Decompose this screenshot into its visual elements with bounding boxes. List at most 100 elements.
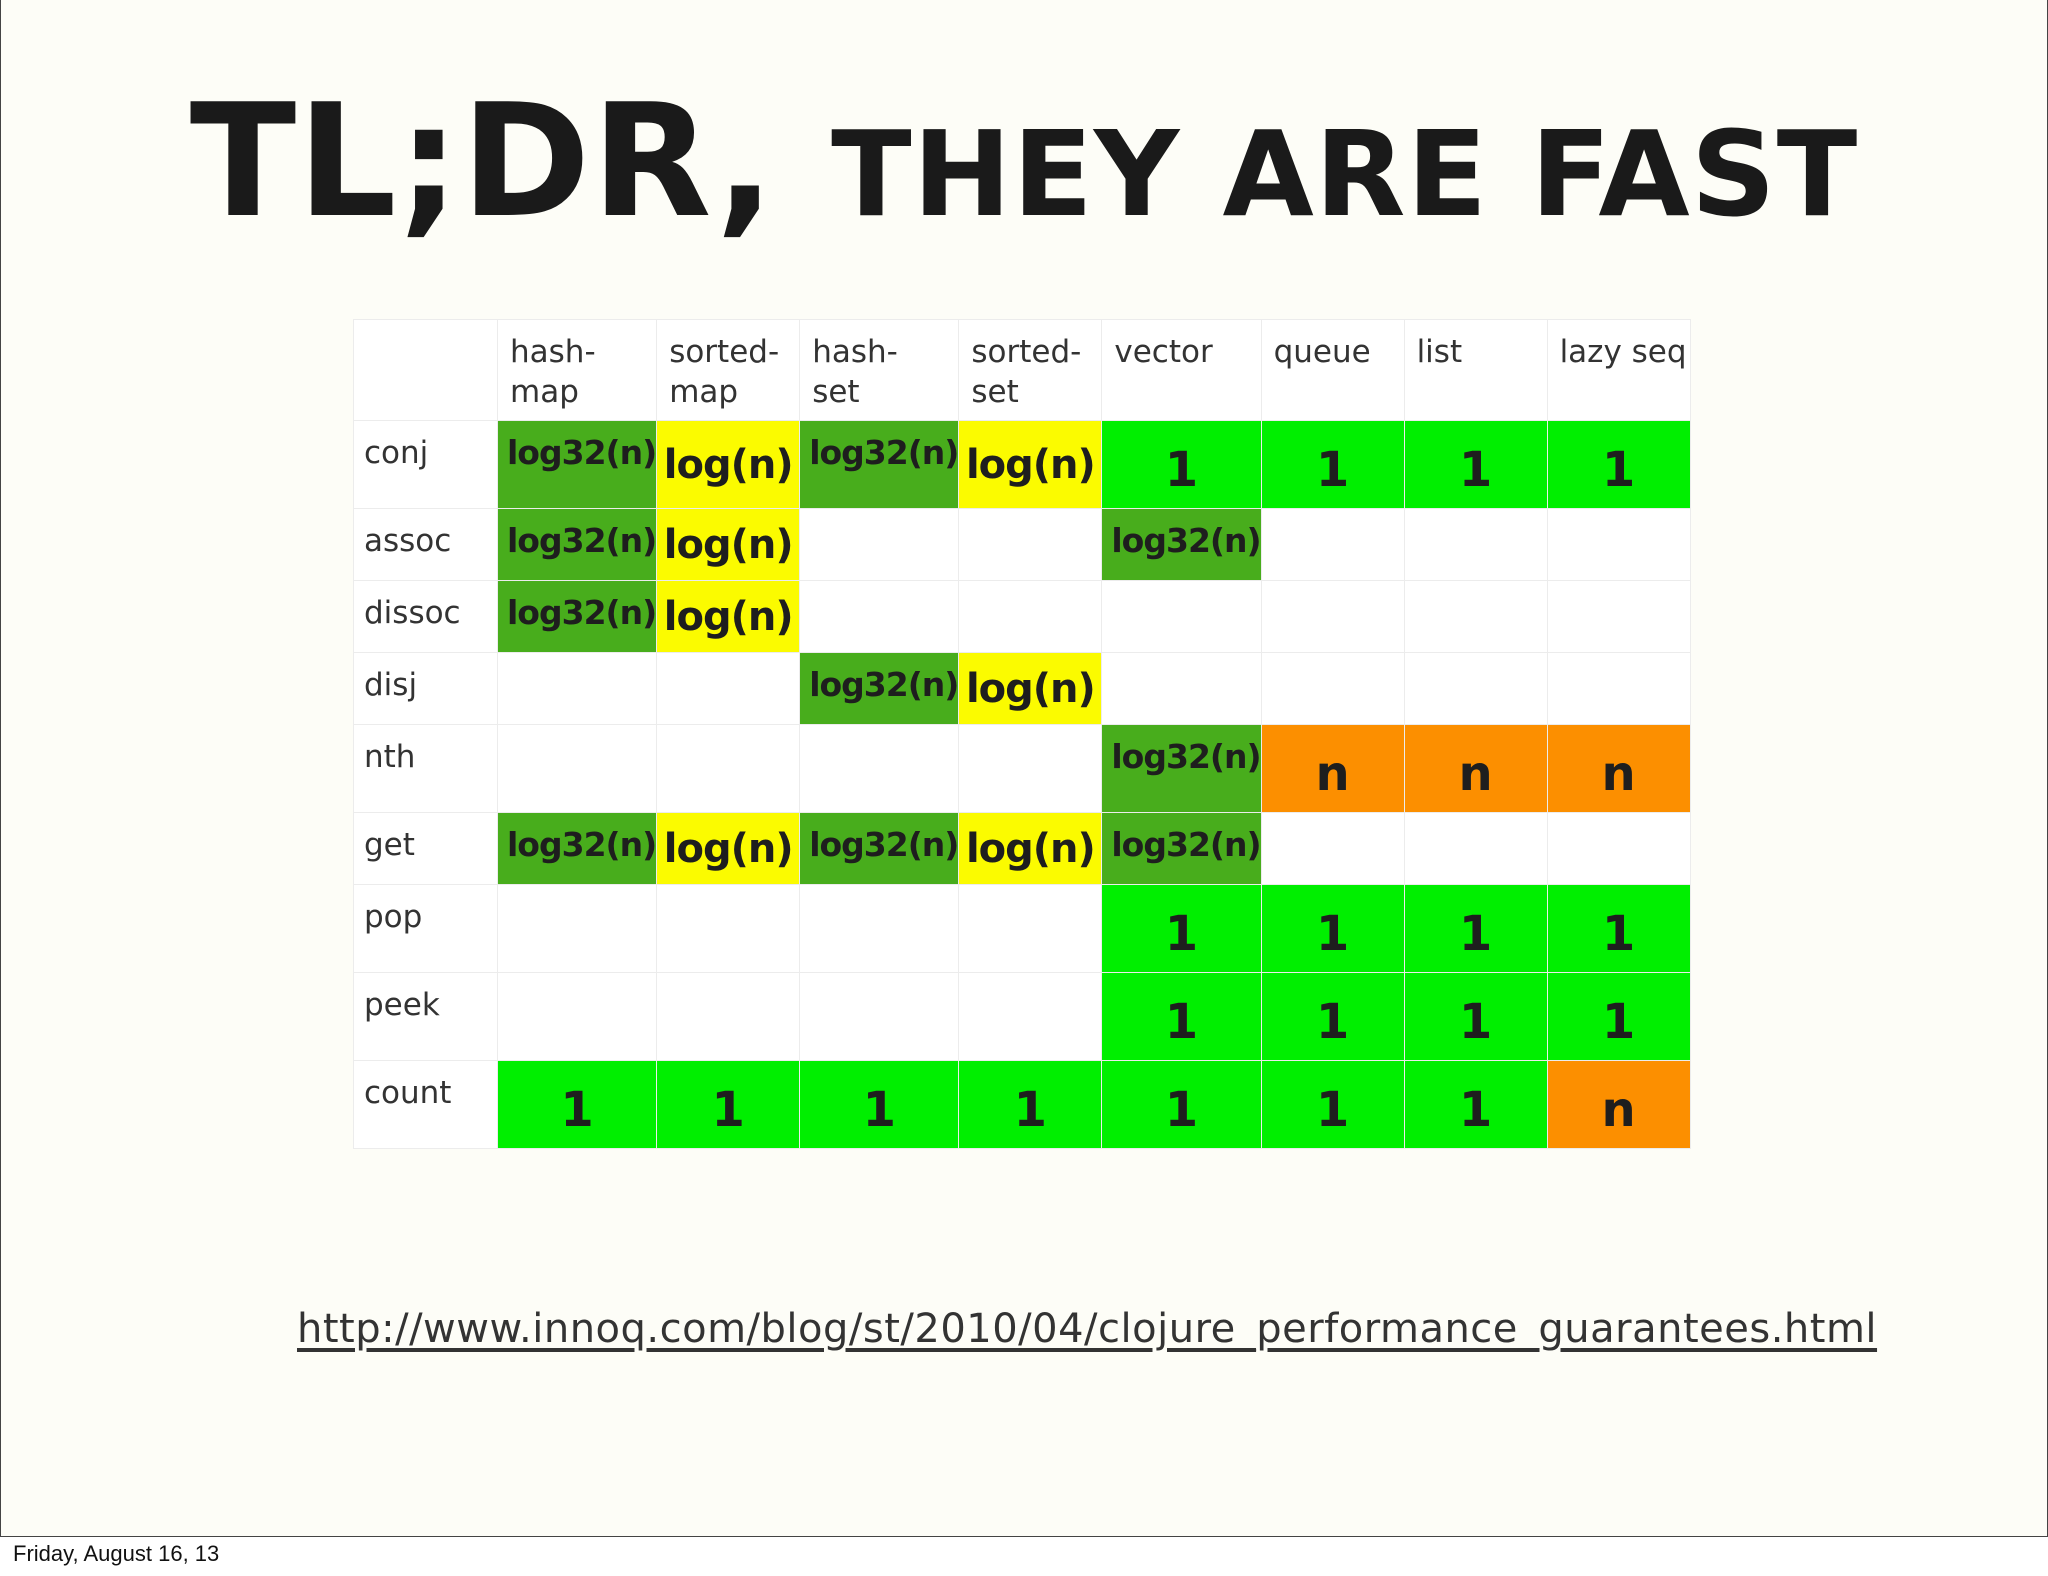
footer-date: Friday, August 16, 13 bbox=[13, 1541, 220, 1566]
complexity-cell: 1 bbox=[1546, 972, 1691, 1061]
complexity-cell bbox=[958, 884, 1103, 973]
complexity-cell: log32(n) bbox=[799, 652, 959, 725]
complexity-cell bbox=[496, 884, 658, 973]
complexity-cell: log32(n) bbox=[496, 580, 657, 653]
column-header-line: set bbox=[971, 374, 1019, 410]
complexity-cell: 1 bbox=[1403, 884, 1548, 973]
complexity-cell bbox=[1260, 580, 1405, 653]
table-row: conj log32(n) log(n) log32(n) log(n) 1 1 1 1 bbox=[353, 420, 1691, 509]
complexity-cell: n bbox=[1403, 724, 1548, 813]
column-header-line: map bbox=[669, 374, 739, 410]
complexity-cell bbox=[1403, 508, 1548, 581]
complexity-cell: log(n) bbox=[958, 812, 1103, 885]
complexity-cell: log32(n) bbox=[496, 508, 657, 581]
slide-title: TL;DR, THEY ARE FAST bbox=[1, 70, 2047, 252]
complexity-cell: 1 bbox=[1260, 884, 1405, 973]
table-row: pop 1 1 1 1 bbox=[353, 884, 1691, 973]
complexity-cell bbox=[1403, 812, 1548, 885]
operation-label: nth bbox=[353, 724, 498, 813]
complexity-cell bbox=[656, 972, 801, 1061]
complexity-cell: n bbox=[1546, 724, 1691, 813]
table-row: dissoc log32(n) log(n) bbox=[353, 580, 1691, 653]
complexity-cell: 1 bbox=[1546, 884, 1691, 973]
complexity-cell: 1 bbox=[496, 1060, 658, 1149]
source-link[interactable]: http://www.innoq.com/blog/st/2010/04/clo… bbox=[297, 1306, 1878, 1352]
complexity-cell: log32(n) bbox=[799, 812, 959, 885]
complexity-cell: 1 bbox=[799, 1060, 960, 1149]
column-header: sorted-map bbox=[656, 319, 801, 421]
complexity-cell bbox=[496, 972, 658, 1061]
complexity-cell: log(n) bbox=[958, 652, 1103, 725]
complexity-cell bbox=[1546, 580, 1691, 653]
operation-label: count bbox=[353, 1060, 498, 1149]
complexity-cell: log(n) bbox=[656, 812, 801, 885]
operation-label: get bbox=[353, 812, 498, 885]
complexity-cell: 1 bbox=[1260, 972, 1405, 1061]
table-row: get log32(n) log(n) log32(n) log(n) log32(n) bbox=[353, 812, 1691, 885]
complexity-cell: log(n) bbox=[958, 420, 1103, 509]
complexity-cell: log32(n) bbox=[1101, 812, 1262, 885]
operation-label: pop bbox=[353, 884, 498, 973]
operation-label: dissoc bbox=[353, 580, 498, 653]
complexity-cell bbox=[656, 724, 801, 813]
complexity-cell: log32(n) bbox=[799, 420, 959, 509]
complexity-cell bbox=[799, 508, 960, 581]
complexity-cell: 1 bbox=[1101, 884, 1262, 973]
complexity-cell bbox=[799, 884, 960, 973]
complexity-cell bbox=[1403, 580, 1548, 653]
complexity-cell bbox=[1101, 652, 1262, 725]
column-header: lazy seq bbox=[1546, 319, 1691, 421]
complexity-cell bbox=[958, 972, 1103, 1061]
complexity-cell: 1 bbox=[1403, 972, 1548, 1061]
column-header: list bbox=[1403, 319, 1548, 421]
complexity-cell: 1 bbox=[1403, 1060, 1548, 1149]
column-header-line: hash- bbox=[812, 334, 898, 370]
column-header: hash-map bbox=[496, 319, 658, 421]
column-header-line: vector bbox=[1114, 334, 1213, 370]
complexity-cell bbox=[656, 652, 801, 725]
complexity-cell bbox=[1403, 652, 1548, 725]
table-row: assoc log32(n) log(n) log32(n) bbox=[353, 508, 1691, 581]
complexity-cell: log(n) bbox=[656, 508, 801, 581]
complexity-cell: 1 bbox=[1101, 420, 1262, 509]
complexity-cell: log(n) bbox=[656, 580, 801, 653]
operation-label: disj bbox=[353, 652, 498, 725]
complexity-cell bbox=[1546, 508, 1691, 581]
complexity-cell: log32(n) bbox=[1101, 724, 1262, 813]
complexity-cell bbox=[799, 580, 960, 653]
complexity-cell bbox=[496, 652, 658, 725]
column-header-line: map bbox=[510, 374, 579, 410]
complexity-cell: 1 bbox=[1101, 972, 1262, 1061]
column-header-line: sorted- bbox=[669, 334, 780, 370]
table-row: disj log32(n) log(n) bbox=[353, 652, 1691, 725]
title-part-2: THEY ARE FAST bbox=[831, 105, 1859, 243]
column-header-line: sorted- bbox=[971, 334, 1082, 370]
complexity-cell: log(n) bbox=[656, 420, 801, 509]
column-header-line: lazy seq bbox=[1559, 334, 1687, 370]
complexity-cell: log32(n) bbox=[496, 812, 657, 885]
complexity-cell: 1 bbox=[958, 1060, 1103, 1149]
column-header-line: set bbox=[812, 374, 860, 410]
complexity-cell bbox=[1101, 580, 1262, 653]
title-part-1: TL;DR, bbox=[189, 70, 832, 252]
complexity-cell: 1 bbox=[1403, 420, 1548, 509]
complexity-cell bbox=[1260, 652, 1405, 725]
complexity-cell bbox=[1260, 812, 1405, 885]
column-header-line: queue bbox=[1273, 334, 1371, 370]
operation-label: conj bbox=[353, 420, 498, 509]
complexity-cell bbox=[958, 580, 1103, 653]
complexity-cell: 1 bbox=[1101, 1060, 1262, 1149]
complexity-cell: 1 bbox=[656, 1060, 801, 1149]
complexity-table: hash-map sorted-map hash-set sorted-set vect… bbox=[353, 319, 1691, 1149]
table-body: conj log32(n) log(n) log32(n) log(n) 1 1 1 1 asso… bbox=[353, 420, 1691, 1149]
table-row: count 1 1 1 1 1 1 1 n bbox=[353, 1060, 1691, 1149]
complexity-cell: 1 bbox=[1260, 420, 1405, 509]
table-row: nth log32(n) n n n bbox=[353, 724, 1691, 813]
column-header-line: list bbox=[1416, 334, 1463, 370]
corner-cell bbox=[353, 319, 498, 421]
complexity-cell bbox=[799, 724, 960, 813]
complexity-cell bbox=[496, 724, 658, 813]
complexity-cell bbox=[1546, 812, 1691, 885]
complexity-cell bbox=[1546, 652, 1691, 725]
operation-label: assoc bbox=[353, 508, 498, 581]
